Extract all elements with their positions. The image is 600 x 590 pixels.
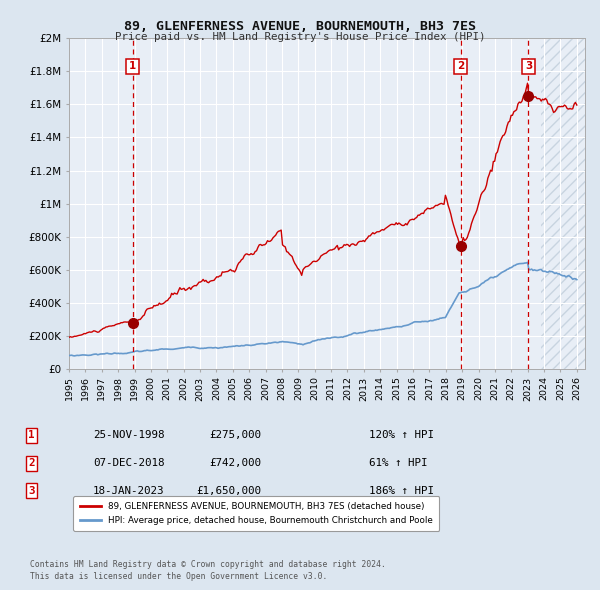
Text: 3: 3	[525, 61, 532, 71]
Text: 89, GLENFERNESS AVENUE, BOURNEMOUTH, BH3 7ES: 89, GLENFERNESS AVENUE, BOURNEMOUTH, BH3…	[124, 20, 476, 33]
Text: 186% ↑ HPI: 186% ↑ HPI	[369, 486, 434, 496]
Text: 1: 1	[28, 431, 34, 440]
Text: Price paid vs. HM Land Registry's House Price Index (HPI): Price paid vs. HM Land Registry's House …	[115, 32, 485, 42]
Text: Contains HM Land Registry data © Crown copyright and database right 2024.: Contains HM Land Registry data © Crown c…	[30, 560, 386, 569]
Text: 25-NOV-1998: 25-NOV-1998	[93, 431, 164, 440]
Text: This data is licensed under the Open Government Licence v3.0.: This data is licensed under the Open Gov…	[30, 572, 328, 581]
Text: £742,000: £742,000	[209, 458, 261, 468]
Text: 2: 2	[28, 458, 34, 468]
Legend: 89, GLENFERNESS AVENUE, BOURNEMOUTH, BH3 7ES (detached house), HPI: Average pric: 89, GLENFERNESS AVENUE, BOURNEMOUTH, BH3…	[73, 496, 439, 531]
Text: 07-DEC-2018: 07-DEC-2018	[93, 458, 164, 468]
Text: 2: 2	[457, 61, 464, 71]
Text: 3: 3	[28, 486, 34, 496]
Text: 120% ↑ HPI: 120% ↑ HPI	[369, 431, 434, 440]
Text: £1,650,000: £1,650,000	[196, 486, 261, 496]
Text: 61% ↑ HPI: 61% ↑ HPI	[369, 458, 427, 468]
Text: 18-JAN-2023: 18-JAN-2023	[93, 486, 164, 496]
Text: 1: 1	[129, 61, 137, 71]
Text: £275,000: £275,000	[209, 431, 261, 440]
